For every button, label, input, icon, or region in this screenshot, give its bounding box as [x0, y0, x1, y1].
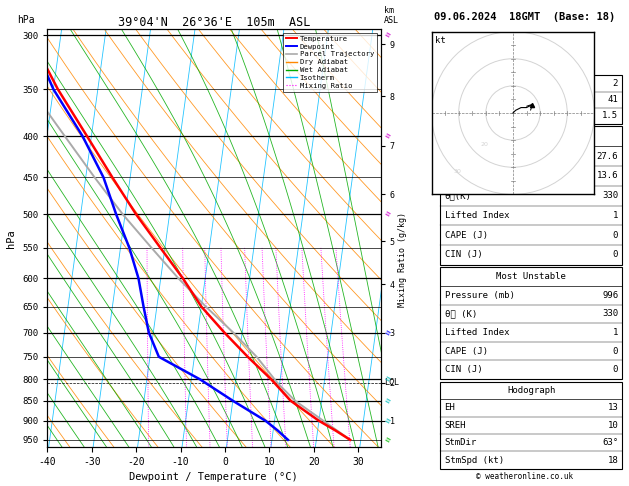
Text: Lifted Index: Lifted Index	[445, 328, 509, 337]
Text: PW (cm): PW (cm)	[445, 111, 482, 121]
Text: 10: 10	[608, 421, 618, 430]
Text: 2: 2	[184, 451, 189, 456]
Text: ≡: ≡	[382, 31, 391, 39]
Text: 18: 18	[608, 456, 618, 465]
Text: Hodograph: Hodograph	[507, 386, 555, 395]
Text: © weatheronline.co.uk: © weatheronline.co.uk	[476, 472, 574, 481]
Text: 13: 13	[608, 403, 618, 412]
Text: Most Unstable: Most Unstable	[496, 272, 566, 281]
Text: 63°: 63°	[602, 438, 618, 447]
Text: 09.06.2024  18GMT  (Base: 18): 09.06.2024 18GMT (Base: 18)	[434, 12, 615, 22]
Text: EH: EH	[445, 403, 455, 412]
Text: 0: 0	[613, 250, 618, 260]
Text: ≡: ≡	[382, 436, 391, 444]
Text: ≡: ≡	[382, 132, 391, 140]
Text: Totals Totals: Totals Totals	[445, 95, 515, 104]
Text: 1: 1	[613, 211, 618, 220]
Text: Dewp (°C): Dewp (°C)	[445, 172, 493, 180]
Title: 39°04'N  26°36'E  105m  ASL: 39°04'N 26°36'E 105m ASL	[118, 16, 310, 29]
Text: K: K	[445, 79, 450, 88]
Text: ≡: ≡	[382, 375, 391, 383]
Text: θᴇ (K): θᴇ (K)	[445, 310, 477, 318]
Text: 41: 41	[608, 95, 618, 104]
X-axis label: Dewpoint / Temperature (°C): Dewpoint / Temperature (°C)	[130, 472, 298, 483]
Text: 0: 0	[613, 231, 618, 240]
Text: 15: 15	[310, 451, 318, 456]
Text: 4: 4	[225, 451, 230, 456]
Text: 2: 2	[613, 79, 618, 88]
Text: ≡: ≡	[382, 210, 391, 219]
Text: 330: 330	[602, 191, 618, 200]
Text: SREH: SREH	[445, 421, 466, 430]
Text: CIN (J): CIN (J)	[445, 365, 482, 374]
Text: hPa: hPa	[17, 15, 35, 25]
Text: θᴇ(K): θᴇ(K)	[445, 191, 471, 200]
Text: CIN (J): CIN (J)	[445, 250, 482, 260]
Text: ≡: ≡	[382, 329, 391, 337]
Text: StmSpd (kt): StmSpd (kt)	[445, 456, 504, 465]
Text: kt: kt	[435, 36, 445, 46]
Text: 25: 25	[347, 451, 354, 456]
Text: 27.6: 27.6	[597, 152, 618, 160]
Text: km
ASL: km ASL	[384, 6, 399, 25]
Text: ≡: ≡	[382, 397, 391, 405]
Text: 330: 330	[602, 310, 618, 318]
Text: 3: 3	[208, 451, 212, 456]
Text: CAPE (J): CAPE (J)	[445, 231, 487, 240]
Text: Mixing Ratio (g/kg): Mixing Ratio (g/kg)	[398, 211, 407, 307]
Text: 8: 8	[269, 451, 273, 456]
Text: ≡: ≡	[382, 417, 391, 425]
Text: 0: 0	[613, 365, 618, 374]
Y-axis label: hPa: hPa	[6, 229, 16, 247]
Text: Temp (°C): Temp (°C)	[445, 152, 493, 160]
Text: 20: 20	[330, 451, 338, 456]
Text: 1: 1	[147, 451, 150, 456]
Text: 996: 996	[602, 291, 618, 300]
Text: 6: 6	[250, 451, 255, 456]
Text: CAPE (J): CAPE (J)	[445, 347, 487, 356]
Text: 13.6: 13.6	[597, 172, 618, 180]
Text: 0: 0	[613, 347, 618, 356]
Text: 1: 1	[613, 328, 618, 337]
Text: Surface: Surface	[513, 132, 550, 141]
Text: 10: 10	[282, 451, 290, 456]
Text: StmDir: StmDir	[445, 438, 477, 447]
Legend: Temperature, Dewpoint, Parcel Trajectory, Dry Adiabat, Wet Adiabat, Isotherm, Mi: Temperature, Dewpoint, Parcel Trajectory…	[283, 33, 377, 92]
Text: 1.5: 1.5	[602, 111, 618, 121]
Text: Pressure (mb): Pressure (mb)	[445, 291, 515, 300]
Text: LCL: LCL	[384, 379, 399, 387]
Text: Lifted Index: Lifted Index	[445, 211, 509, 220]
Text: 30: 30	[454, 169, 461, 174]
Text: 20: 20	[481, 141, 488, 147]
